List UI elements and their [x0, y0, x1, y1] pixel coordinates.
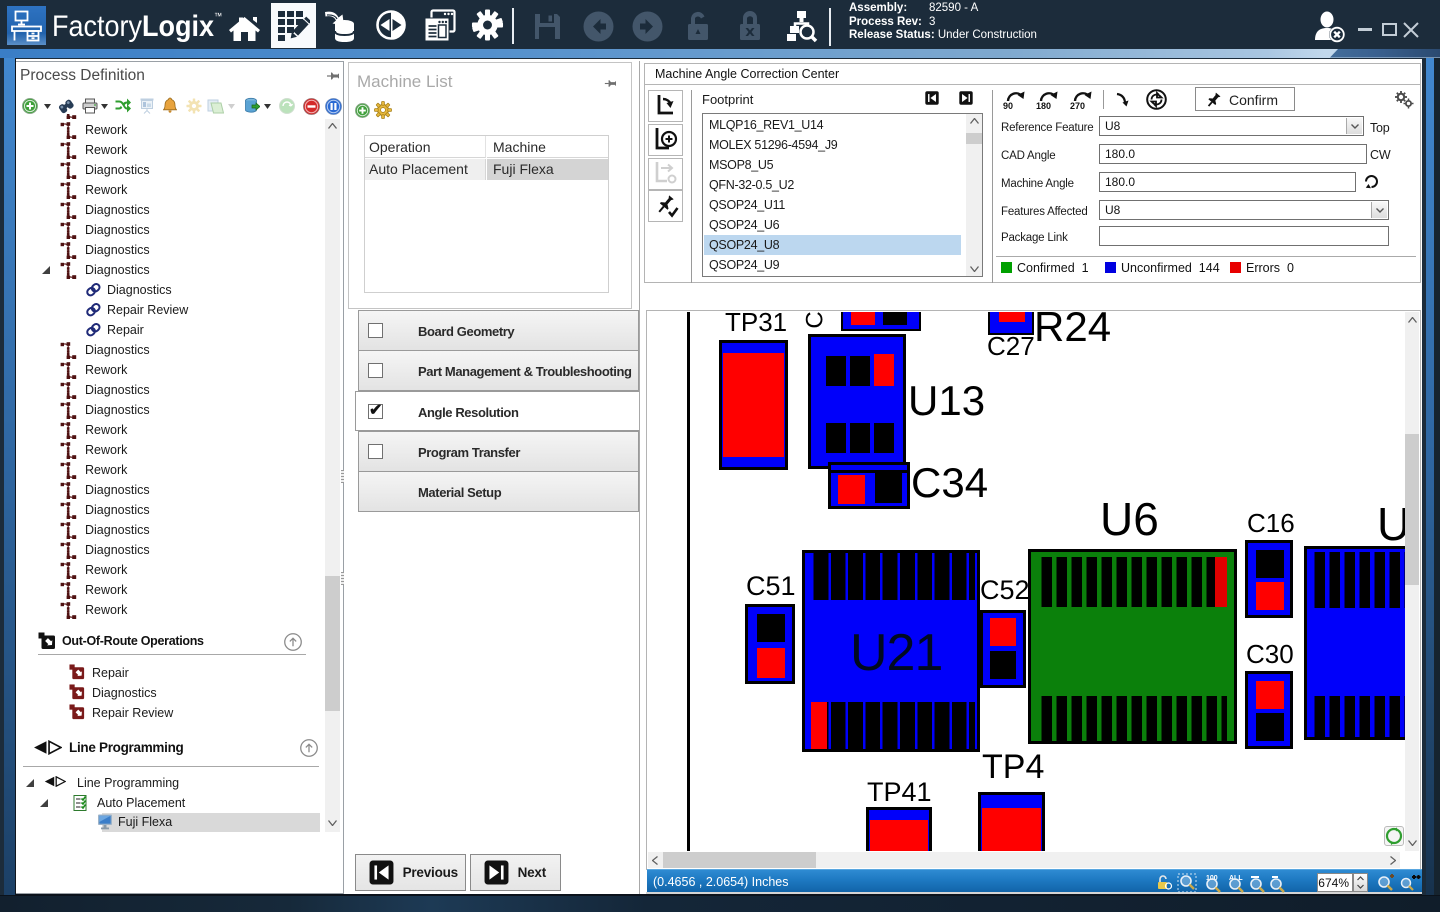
svg-text:90: 90: [1003, 101, 1013, 110]
svg-text:270: 270: [1070, 101, 1085, 110]
svg-text:180: 180: [1036, 101, 1051, 110]
